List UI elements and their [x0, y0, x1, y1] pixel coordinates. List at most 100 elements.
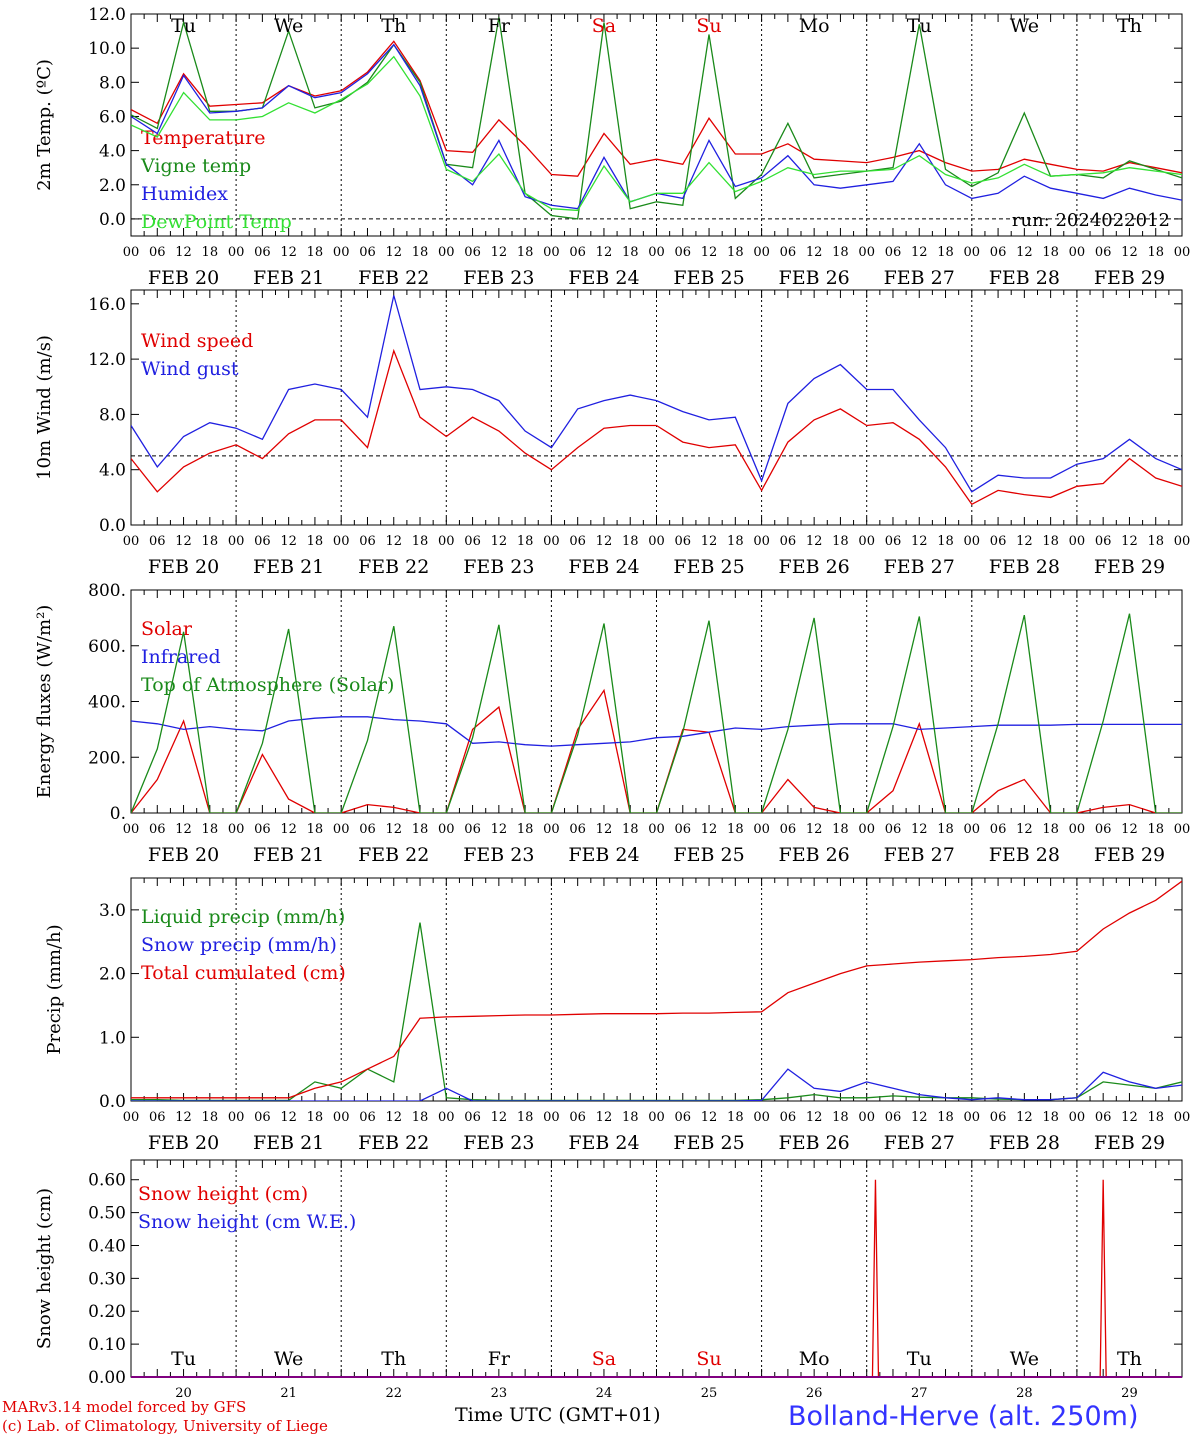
date-label: FEB 22: [358, 844, 429, 866]
footer-credits: MARv3.14 model forced by GFS (c) Lab. of…: [2, 1398, 328, 1436]
weekday-label: Tu: [171, 15, 196, 37]
hour-tick-label: 00: [1174, 822, 1191, 837]
y-tick-label: 4.0: [99, 461, 126, 481]
hour-tick-label: 18: [832, 1110, 849, 1125]
series-line-blue: [131, 1068, 1182, 1101]
y-axis-label: Precip (mm/h): [44, 924, 65, 1054]
hour-tick-label: 06: [359, 245, 376, 260]
y-tick-label: 0.30: [88, 1269, 126, 1289]
hour-tick-label: 18: [202, 822, 219, 837]
date-label: FEB 21: [253, 844, 324, 866]
legend-blue: Snow precip (mm/h): [141, 934, 337, 956]
legend-green: Top of Atmosphere (Solar): [141, 674, 394, 696]
date-label: FEB 25: [673, 556, 744, 578]
hour-tick-label: 06: [1095, 822, 1112, 837]
hour-tick-label: 12: [175, 1110, 192, 1125]
date-label: FEB 20: [148, 556, 219, 578]
legend-red: Snow height (cm): [138, 1183, 308, 1205]
hour-tick-label: 00: [1174, 245, 1191, 260]
y-tick-label: 1.0: [99, 1028, 126, 1048]
date-label: FEB 25: [673, 267, 744, 289]
hour-tick-label: 12: [596, 245, 613, 260]
date-label: FEB 20: [148, 267, 219, 289]
hour-tick-label: 00: [333, 245, 350, 260]
hour-tick-label: 18: [727, 534, 744, 549]
legend-blue: Infrared: [141, 646, 221, 668]
date-label: FEB 29: [1094, 267, 1165, 289]
hour-tick-label: 18: [937, 822, 954, 837]
hour-tick-label: 00: [228, 245, 245, 260]
hour-tick-label: 06: [569, 245, 586, 260]
hour-tick-label: 18: [727, 245, 744, 260]
hour-tick-label: 00: [438, 534, 455, 549]
hour-tick-label: 00: [964, 1110, 981, 1125]
legend-green: Liquid precip (mm/h): [141, 906, 345, 928]
hour-tick-label: 12: [1121, 534, 1138, 549]
weekday-label: Tu: [907, 1348, 932, 1370]
series-line-red: [131, 40, 1182, 177]
hour-tick-label: 18: [202, 534, 219, 549]
hour-tick-label: 06: [780, 1110, 797, 1125]
date-label: FEB 29: [1094, 844, 1165, 866]
hour-tick-label: 12: [1016, 245, 1033, 260]
hour-tick-label: 12: [280, 245, 297, 260]
hour-tick-label: 00: [438, 1110, 455, 1125]
hour-tick-label: 00: [648, 822, 665, 837]
hour-tick-label: 18: [832, 534, 849, 549]
hour-tick-label: 18: [1147, 1110, 1164, 1125]
hour-tick-label: 12: [596, 1110, 613, 1125]
hour-tick-label: 12: [701, 1110, 718, 1125]
legend-red: Solar: [141, 618, 193, 640]
hour-tick-label: 00: [1069, 245, 1086, 260]
hour-tick-label: 06: [149, 245, 166, 260]
y-tick-label: 8.0: [99, 73, 126, 93]
hour-tick-label: 12: [280, 822, 297, 837]
hour-tick-label: 18: [307, 822, 324, 837]
legend-red: Wind speed: [141, 330, 253, 352]
hour-tick-label: 12: [911, 1110, 928, 1125]
date-label: FEB 20: [148, 844, 219, 866]
y-tick-label: 0.0: [99, 1092, 126, 1112]
date-label: FEB 25: [673, 844, 744, 866]
hour-tick-label: 12: [1121, 245, 1138, 260]
x-axis-title: Time UTC (GMT+01): [455, 1404, 661, 1426]
y-tick-label: 0.40: [88, 1236, 126, 1256]
hour-tick-label: 18: [1042, 534, 1059, 549]
y-tick-label: 0.0: [99, 516, 126, 536]
hour-tick-label: 00: [228, 1110, 245, 1125]
y-tick-label: 2.0: [99, 176, 126, 196]
hour-tick-label: 12: [596, 534, 613, 549]
hour-tick-label: 06: [990, 822, 1007, 837]
date-label: FEB 21: [253, 267, 324, 289]
hour-tick-label: 00: [333, 1110, 350, 1125]
hour-tick-label: 06: [1095, 534, 1112, 549]
hour-tick-label: 18: [937, 245, 954, 260]
hour-tick-label: 06: [359, 1110, 376, 1125]
hour-tick-label: 18: [1042, 1110, 1059, 1125]
series-line-green: [131, 17, 1182, 220]
y-tick-label: 0.60: [88, 1171, 126, 1191]
panel-4: 0.0 1.0 2.0 3.0 Precip (mm/h) Liquid precip (…: [44, 877, 1190, 1154]
hour-tick-label: 06: [569, 822, 586, 837]
panel-1: 0.0 2.0 4.0 6.0 8.0 10.0 12.0 2m Temp. (ºC) Temp…: [34, 5, 1190, 289]
hour-tick-label: 06: [780, 534, 797, 549]
legend-lightgreen: DewPoint Temp: [141, 211, 292, 233]
hour-tick-label: 12: [175, 245, 192, 260]
hour-tick-label: 18: [307, 245, 324, 260]
weekday-label: Th: [1117, 1348, 1142, 1370]
hour-tick-label: 18: [517, 1110, 534, 1125]
date-label: FEB 28: [989, 844, 1060, 866]
hour-tick-label: 06: [885, 1110, 902, 1125]
hour-tick-label: 06: [885, 534, 902, 549]
weekday-label: Mo: [799, 15, 830, 37]
date-label: FEB 24: [568, 267, 639, 289]
hour-tick-label: 18: [517, 245, 534, 260]
hour-tick-label: 18: [307, 534, 324, 549]
hour-tick-label: 00: [543, 245, 560, 260]
series-line-red: [131, 880, 1182, 1099]
day-number-label: 28: [1016, 1386, 1033, 1401]
date-label: FEB 28: [989, 556, 1060, 578]
date-label: FEB 23: [463, 556, 534, 578]
date-label: FEB 22: [358, 267, 429, 289]
